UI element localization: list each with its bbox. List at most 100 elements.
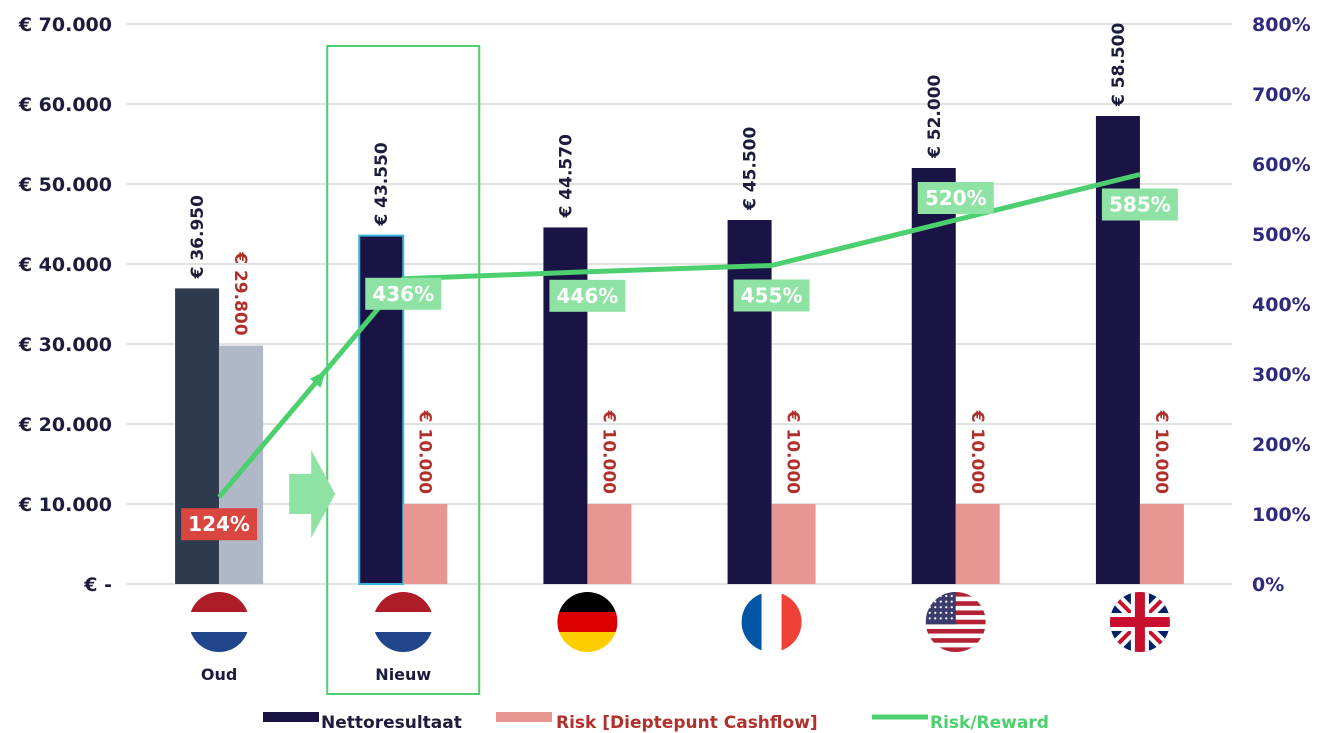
legend-label-risk: Risk [Dieptepunt Cashflow] (556, 713, 818, 733)
flag-star (934, 617, 937, 620)
germany-flag-icon (557, 592, 618, 652)
y-right-tick-label: 300% (1252, 364, 1311, 386)
flag-body (925, 592, 986, 652)
legend-label-nettoresultaat: Nettoresultaat (321, 713, 462, 733)
flag-body (741, 592, 802, 652)
uk-flag-icon (1109, 592, 1170, 652)
flag-stripe (189, 632, 250, 652)
point-label-bg (181, 508, 258, 541)
y-left-tick-label: € - (83, 574, 112, 596)
flag-star (928, 617, 931, 620)
y-left-tick-label: € 50.000 (18, 174, 112, 196)
flag-stripe (925, 638, 986, 644)
point-value-label: 446% (557, 284, 619, 308)
point-value-label: 585% (1109, 193, 1171, 217)
line-risk-reward (217, 172, 1141, 499)
bar-value-label: € 43.550 (372, 142, 392, 227)
flag-star (934, 606, 937, 609)
y-right-tick-label: 800% (1252, 14, 1311, 36)
usa-flag-icon (925, 592, 986, 652)
flag-star (950, 617, 953, 620)
point-value-label: 436% (372, 282, 434, 306)
bar-risk (1139, 504, 1184, 584)
category-label: Nieuw (375, 665, 431, 684)
legend-label-risk-reward: Risk/Reward (930, 713, 1049, 733)
flag-stripe (373, 612, 434, 632)
flag-star (950, 606, 953, 609)
flag-star (934, 594, 937, 598)
y-left-tick-label: € 30.000 (18, 334, 112, 356)
y-left-tick-label: € 20.000 (18, 414, 112, 436)
y-left-tick-label: € 10.000 (18, 494, 112, 516)
point-value-label: 455% (741, 284, 803, 308)
flag-star (945, 606, 948, 609)
flag-stripe (557, 612, 618, 632)
flag-stripe (925, 642, 986, 648)
y-right-tick-label: 600% (1252, 154, 1311, 176)
bar-value-label: € 10.000 (1151, 410, 1171, 495)
y-right-tick-label: 0% (1252, 574, 1284, 596)
flag-star (939, 611, 942, 614)
bar-value-label: € 52.000 (925, 74, 945, 159)
flag-stripe (189, 592, 250, 612)
line-arrow-head (309, 370, 326, 388)
y-right-tick-label: 200% (1252, 434, 1311, 456)
flag-stripe (741, 592, 762, 652)
netherlands-flag-icon (373, 592, 434, 652)
point-value-label: 520% (925, 186, 987, 210)
arrow-shape (289, 450, 336, 538)
point-label-bg (1101, 188, 1178, 221)
flag-star (945, 611, 948, 614)
flag-star (928, 600, 931, 603)
flag-star (950, 600, 953, 603)
flag-star (934, 600, 937, 603)
y-left-tick-label: € 40.000 (18, 254, 112, 276)
category-label: Oud (201, 665, 237, 684)
bar-nettoresultaat (911, 168, 956, 584)
y-right-tick-label: 700% (1252, 84, 1311, 106)
flag-star (945, 594, 948, 598)
flag-star (939, 594, 942, 598)
flag-stripe (761, 592, 782, 652)
point-label-bg (549, 279, 626, 312)
y-left-tick-label: € 70.000 (18, 14, 112, 36)
bar-value-label: € 10.000 (414, 410, 434, 495)
flag-star (928, 611, 931, 614)
flag-star (939, 617, 942, 620)
bar-value-label: € 10.000 (967, 410, 987, 495)
flag-star (939, 600, 942, 603)
bar-value-label: € 10.000 (783, 410, 803, 495)
y-right-tick-label: 100% (1252, 504, 1311, 526)
point-label-bg (365, 277, 442, 310)
bar-value-label: € 29.800 (230, 251, 250, 336)
bar-value-label: € 36.950 (188, 195, 208, 280)
flag-star (945, 617, 948, 620)
flag-stripe (557, 592, 618, 612)
flag-star (928, 594, 931, 598)
point-value-label: 124% (188, 512, 250, 536)
flag-body (373, 592, 434, 652)
flag-stripe (781, 592, 802, 652)
legend-swatch-nettoresultaat (263, 712, 319, 722)
bar-risk (403, 504, 448, 584)
y-left-tick-label: € 60.000 (18, 94, 112, 116)
flag-star (950, 594, 953, 598)
flag-body (557, 592, 618, 652)
bar-risk (771, 504, 816, 584)
flag-stripe (925, 647, 986, 652)
flag-stripe (925, 633, 986, 639)
bar-value-label: € 45.500 (741, 126, 761, 211)
bar-risk (219, 345, 264, 584)
flag-star (950, 611, 953, 614)
flag-stripe (373, 632, 434, 652)
point-label-bg (733, 279, 810, 312)
flag-stripe (557, 632, 618, 652)
bar-value-label: € 58.500 (1109, 22, 1129, 107)
point-label-bg (917, 182, 994, 214)
netherlands-flag-icon (189, 592, 250, 652)
flag-star (934, 611, 937, 614)
y-right-tick-label: 500% (1252, 224, 1311, 246)
flag-star (939, 606, 942, 609)
flag-body (189, 592, 250, 652)
